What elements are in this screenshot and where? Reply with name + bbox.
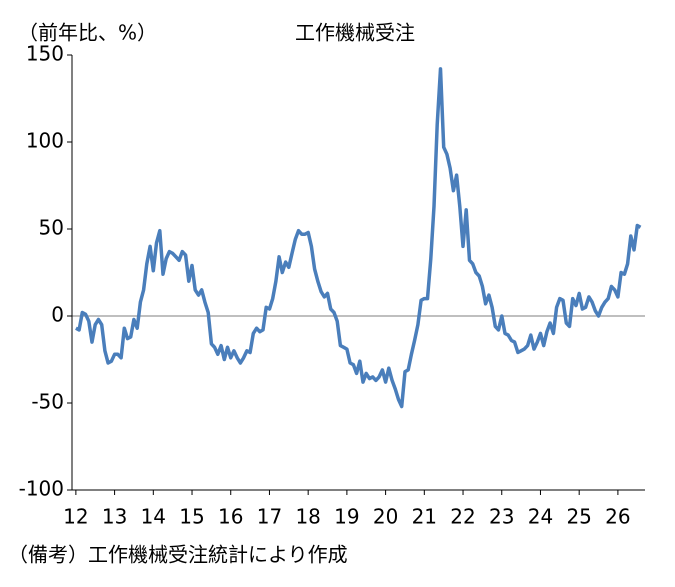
- chart-title: 工作機械受注: [295, 21, 415, 45]
- x-tick-label: 21: [412, 505, 437, 529]
- x-tick-label: 20: [373, 505, 398, 529]
- x-tick-label: 12: [63, 505, 88, 529]
- x-tick-label: 17: [257, 505, 282, 529]
- note: （備考）工作機械受注統計により作成: [8, 543, 348, 567]
- x-tick-label: 14: [141, 505, 166, 529]
- data-line: [75, 67, 642, 409]
- x-tick-label: 15: [179, 505, 204, 529]
- x-tick-label: 25: [566, 505, 591, 529]
- x-tick-label: 16: [218, 505, 243, 529]
- y-tick-label: 150: [26, 42, 64, 66]
- x-tick-label: 23: [489, 505, 514, 529]
- y-tick-label: 0: [51, 303, 64, 327]
- x-tick-label: 22: [450, 505, 475, 529]
- y-tick-label: 100: [26, 129, 64, 153]
- x-tick-label: 13: [102, 505, 127, 529]
- y-tick-label: -50: [31, 390, 64, 414]
- x-tick-label: 26: [605, 505, 630, 529]
- x-tick-label: 18: [295, 505, 320, 529]
- y-tick-label: -100: [19, 477, 64, 501]
- x-tick-label: 19: [334, 505, 359, 529]
- x-tick-label: 24: [528, 505, 553, 529]
- y-unit-label: （前年比、%）: [18, 21, 157, 45]
- y-tick-label: 50: [39, 216, 64, 240]
